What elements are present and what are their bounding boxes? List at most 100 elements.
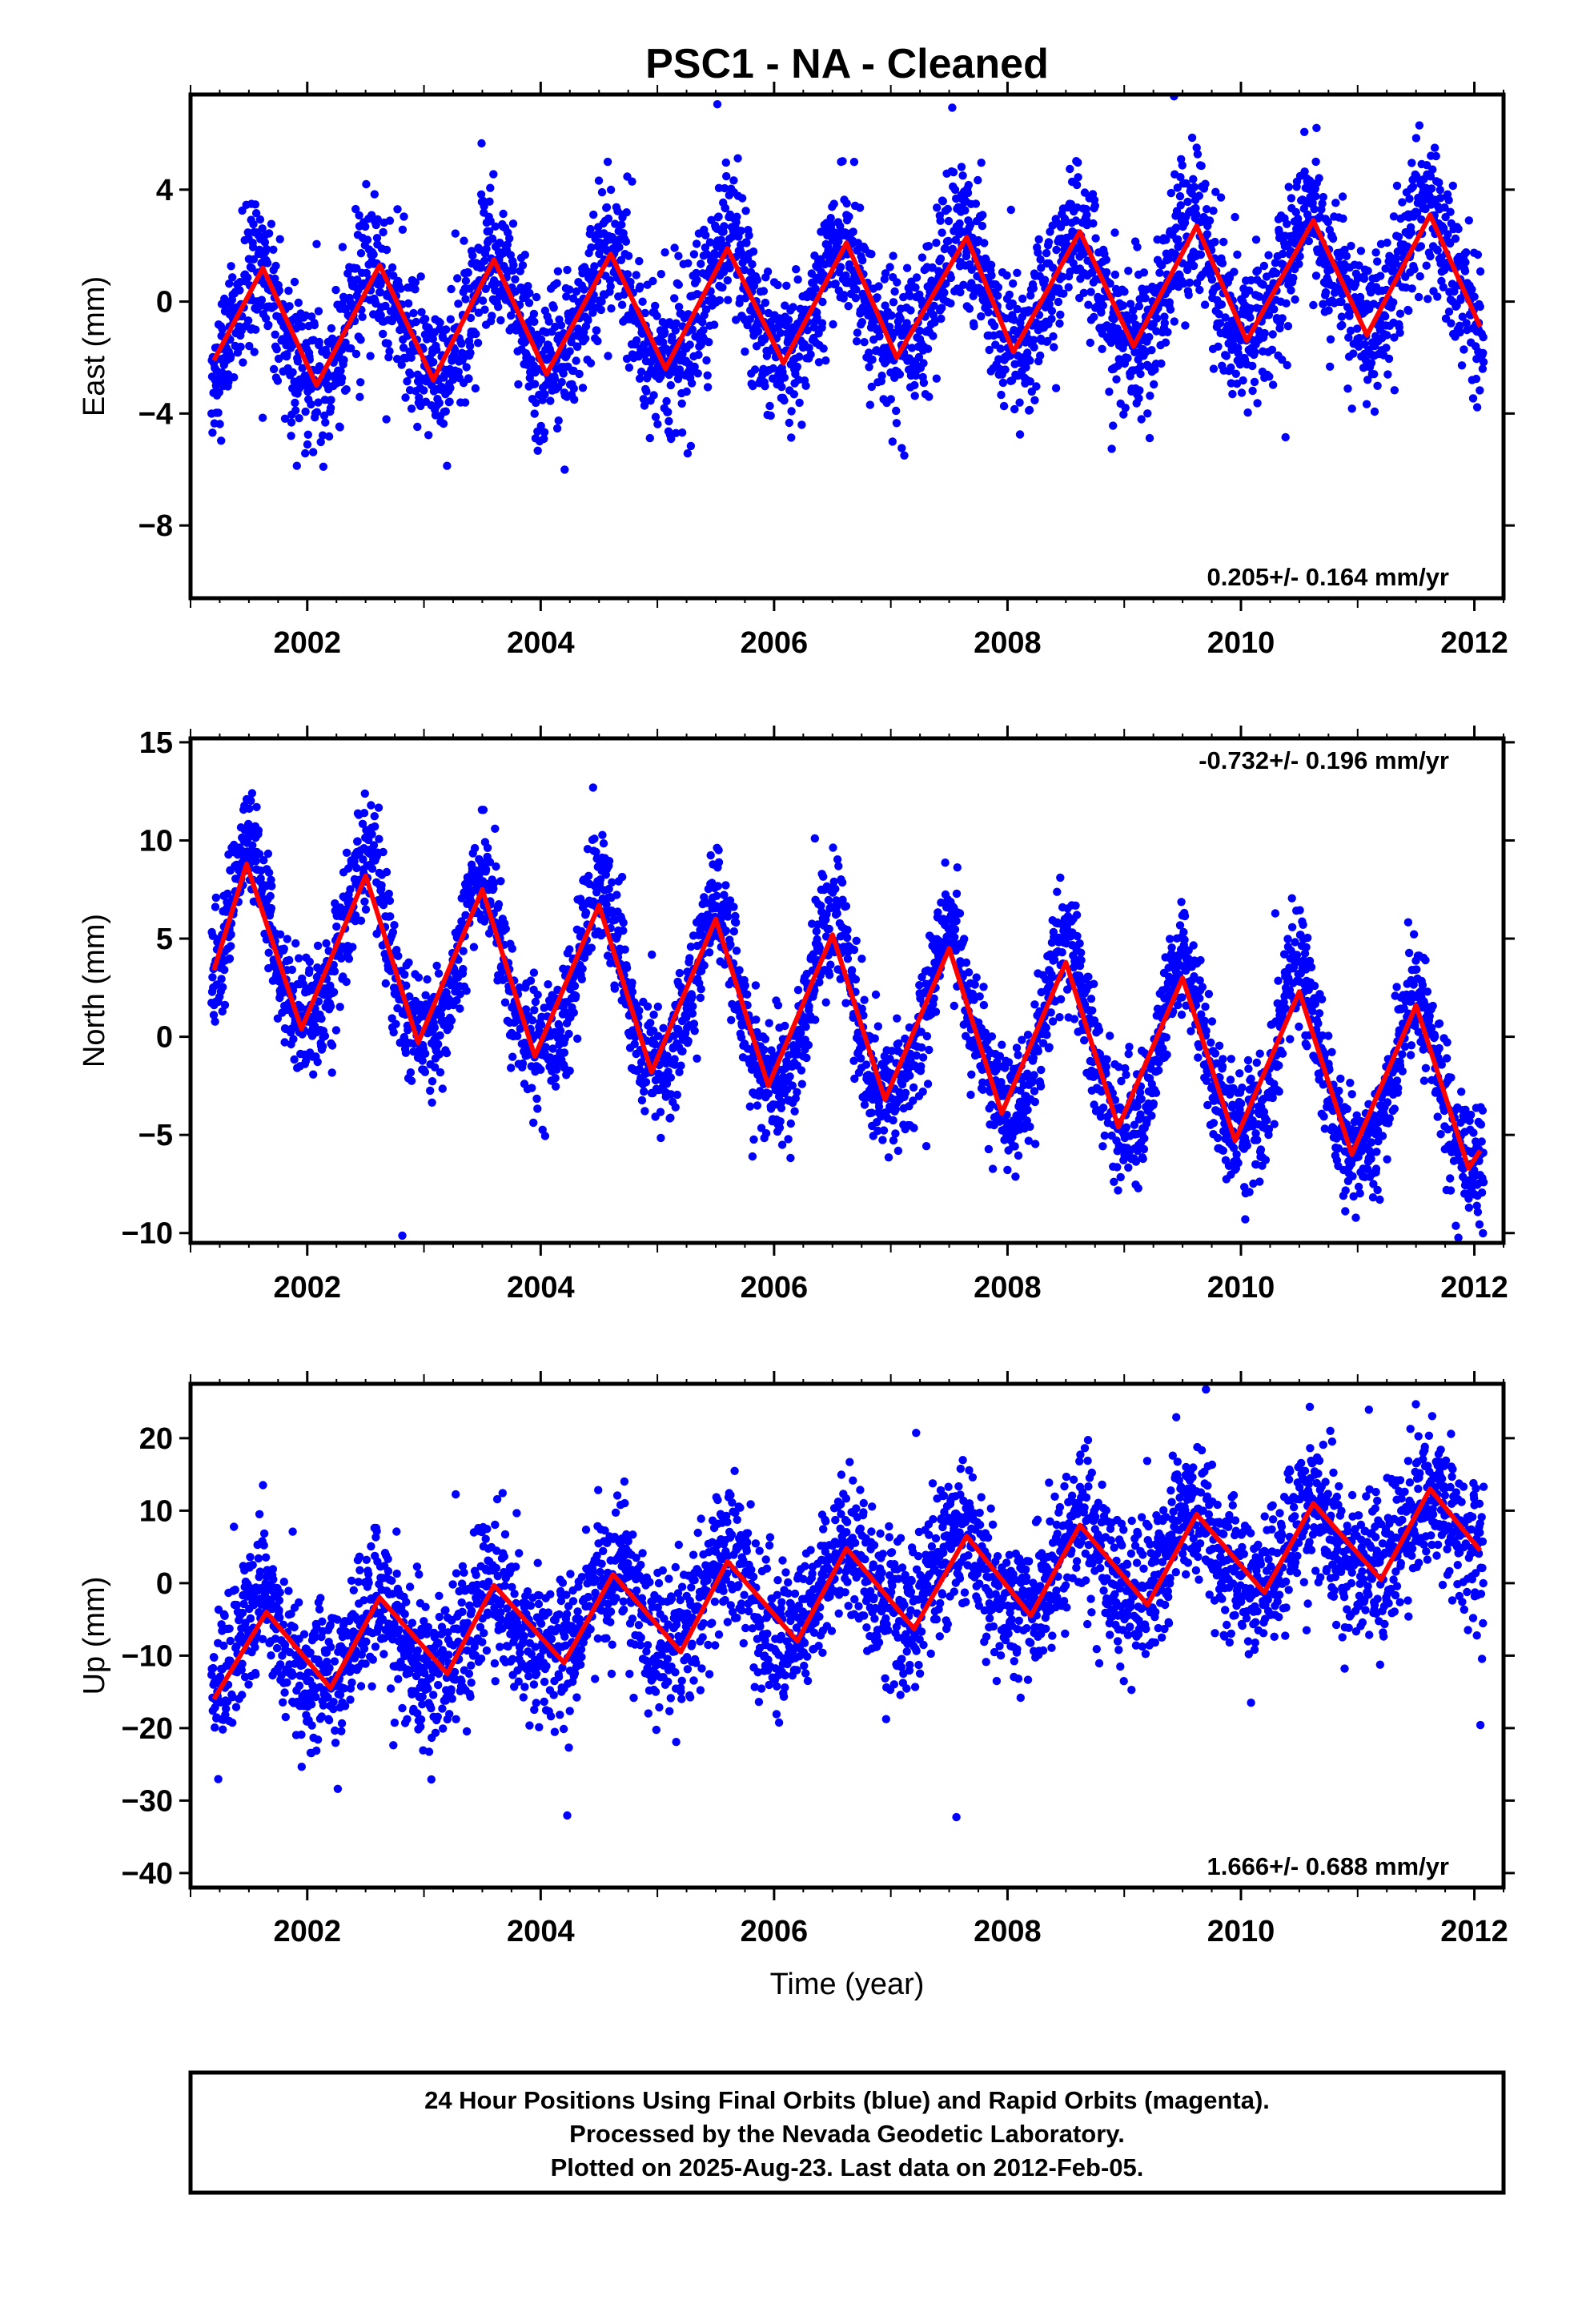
north-point [536,1065,545,1075]
east-point [461,295,470,304]
east-point [661,328,669,337]
east-point [1080,188,1090,197]
east-point [615,243,624,251]
east-point [967,265,976,274]
east-point [1245,286,1254,295]
north-point [386,912,395,921]
east-point [1090,312,1098,322]
east-point [373,215,382,224]
east-point [552,279,561,287]
east-point [635,256,644,266]
east-point [1066,164,1074,174]
east-point [478,296,488,305]
east-point [327,324,336,333]
north-point [584,871,593,881]
north-point [400,970,409,979]
east-point [1098,344,1106,353]
north-point [620,945,629,954]
north-point [384,889,393,899]
east-point [841,271,850,280]
east-point [827,220,836,229]
east-point [1342,251,1351,260]
east-point [1446,239,1455,248]
east-point [1143,409,1152,418]
east-point [525,288,534,298]
east-point [1129,306,1138,315]
north-point [602,900,611,909]
east-point [1150,380,1158,389]
east-point [1048,221,1057,230]
east-point [938,228,946,237]
east-ytick-label: −8 [139,509,173,543]
east-point [936,216,945,225]
north-point [619,926,628,935]
east-point [251,200,260,209]
east-point [996,344,1005,353]
east-point [705,338,713,347]
east-point [273,376,283,385]
east-point [1161,338,1170,347]
east-point [563,265,572,275]
east-point [260,238,270,247]
east-point [653,420,662,428]
east-point [867,250,876,259]
north-point [604,884,613,894]
east-point [1086,338,1095,348]
east-point [1030,396,1039,404]
east-point [1271,259,1280,267]
east-point [635,374,644,383]
east-point [1260,328,1269,338]
east-point [1479,357,1488,367]
north-point [275,930,285,939]
east-point [902,319,911,328]
east-point [1040,275,1050,284]
east-point [892,406,901,416]
east-point [243,316,253,325]
east-point [1439,223,1448,233]
east-point [674,303,684,312]
north-point [578,964,587,974]
north-point [675,1068,684,1077]
east-point [399,344,408,352]
east-point [1006,205,1016,215]
east-point [1176,173,1185,182]
east-point [1032,382,1041,391]
east-point [1211,187,1220,196]
east-point [1460,267,1470,275]
north-point [371,822,379,831]
east-point [1195,285,1204,295]
east-point [718,283,727,292]
east-point [403,377,412,386]
east-point [301,407,310,416]
east-point [1398,198,1407,207]
east-point [355,211,363,220]
east-point [1237,388,1247,397]
north-point [385,896,395,906]
east-point [628,177,636,186]
east-point [271,274,279,283]
east-point [787,433,796,442]
north-point [603,951,612,960]
east-point [353,275,362,284]
east-point [381,301,390,311]
east-point [1289,273,1298,283]
east-point [1363,267,1372,275]
east-point [1268,330,1277,339]
east-point [1129,313,1138,322]
east-point [1478,364,1488,373]
east-point [1015,430,1025,439]
east-point [298,322,307,331]
north-point [648,950,656,959]
north-point [421,1049,430,1058]
north-point [551,1074,560,1083]
east-point [439,419,448,428]
east-point [1392,181,1402,191]
east-point [1026,377,1035,386]
north-point [521,1005,531,1014]
east-point [338,243,347,251]
east-point [841,228,849,237]
east-point [230,373,239,382]
east-point [944,216,954,226]
east-point [829,320,837,329]
